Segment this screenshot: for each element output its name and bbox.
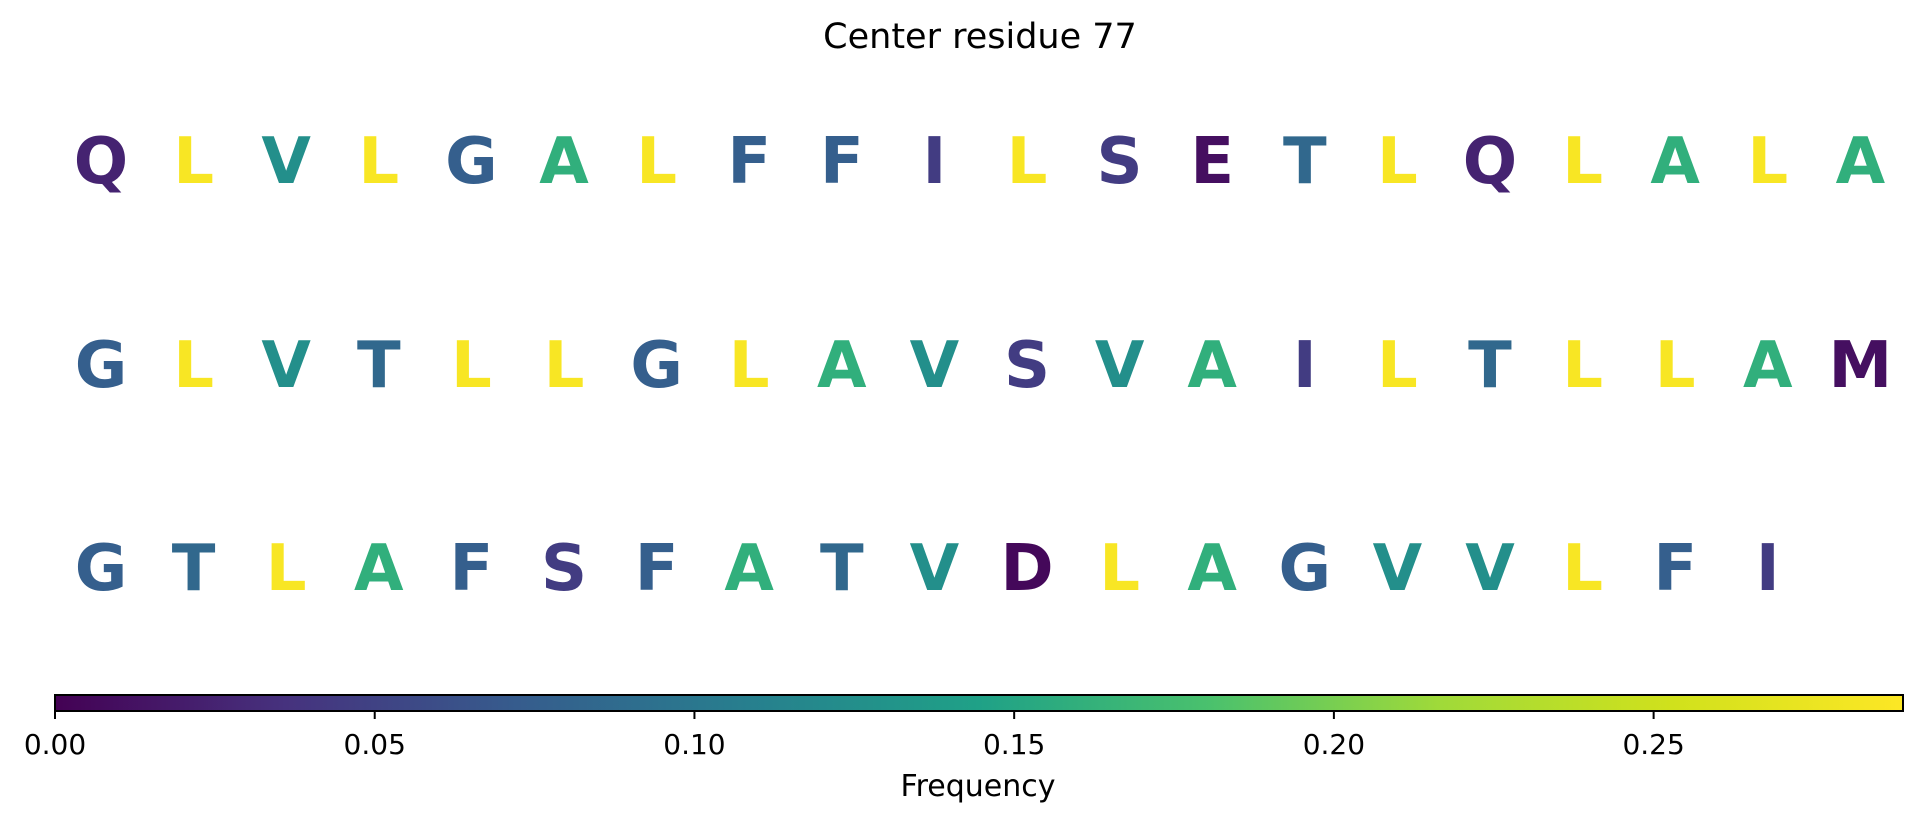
residue-letter: L — [1377, 329, 1418, 403]
residue-letter: T — [820, 532, 864, 606]
residue-letter: S — [1097, 125, 1143, 199]
residue-grid: Q L V L G A L F F I L S E T L Q L A L AG L V T L L G L A V S V A I L T L L A M… — [74, 125, 1892, 606]
residue-letter: L — [1562, 532, 1603, 606]
residue-letter: D — [1000, 532, 1053, 606]
residue-letter: L — [1562, 125, 1603, 199]
residue-letter: G — [445, 125, 498, 199]
residue-letter: A — [817, 329, 867, 403]
residue-letter: V — [1465, 532, 1515, 606]
residue-letter: A — [1836, 125, 1886, 199]
residue-letter: T — [1283, 125, 1327, 199]
residue-letter: A — [1187, 329, 1237, 403]
residue-letter: L — [1747, 125, 1788, 199]
residue-letter: L — [1099, 532, 1140, 606]
residue-letter: E — [1190, 125, 1234, 199]
residue-letter: Q — [1463, 125, 1517, 199]
colorbar-label: Frequency — [901, 769, 1056, 804]
residue-letter: L — [1562, 329, 1603, 403]
residue-letter: V — [910, 532, 960, 606]
residue-letter: V — [1373, 532, 1423, 606]
residue-letter: L — [451, 329, 492, 403]
residue-letter: L — [358, 125, 399, 199]
residue-letter: V — [261, 329, 311, 403]
residue-letter: L — [729, 329, 770, 403]
residue-letter: L — [544, 329, 585, 403]
residue-letter: F — [450, 532, 494, 606]
residue-letter: L — [636, 125, 677, 199]
residue-letter: L — [1377, 125, 1418, 199]
residue-letter: F — [635, 532, 679, 606]
residue-letter: A — [1743, 329, 1793, 403]
residue-letter: G — [630, 329, 683, 403]
colorbar-tick-label: 0.00 — [24, 728, 86, 761]
residue-letter: I — [922, 125, 946, 199]
colorbar-fill — [55, 695, 1903, 711]
residue-letter: F — [1653, 532, 1697, 606]
residue-letter: Q — [74, 125, 128, 199]
residue-letter: G — [1279, 532, 1332, 606]
residue-letter: L — [1007, 125, 1048, 199]
residue-letter: L — [266, 532, 307, 606]
residue-letter: L — [1655, 329, 1696, 403]
residue-letter: I — [1293, 329, 1317, 403]
residue-letter: F — [820, 125, 864, 199]
colorbar-ticks: 0.00 0.05 0.10 0.15 0.20 0.25 — [24, 711, 1685, 761]
colorbar-tick-label: 0.25 — [1622, 728, 1684, 761]
residue-letter: I — [1756, 532, 1780, 606]
residue-letter: A — [1650, 125, 1700, 199]
residue-letter: T — [172, 532, 216, 606]
residue-letter: G — [75, 329, 128, 403]
residue-letter: S — [1004, 329, 1050, 403]
residue-letter: L — [173, 125, 214, 199]
residue-letter: A — [539, 125, 589, 199]
residue-letter: T — [357, 329, 401, 403]
residue-letter: M — [1829, 329, 1893, 403]
residue-letter: F — [727, 125, 771, 199]
residue-letter: V — [910, 329, 960, 403]
residue-letter: A — [1187, 532, 1237, 606]
residue-letter: V — [261, 125, 311, 199]
colorbar-tick-label: 0.05 — [344, 728, 406, 761]
residue-letter: A — [354, 532, 404, 606]
residue-letter: G — [75, 532, 128, 606]
residue-letter: T — [1468, 329, 1512, 403]
residue-letter: L — [173, 329, 214, 403]
colorbar-tick-label: 0.15 — [983, 728, 1045, 761]
colorbar-tick-label: 0.10 — [663, 728, 725, 761]
colorbar: 0.00 0.05 0.10 0.15 0.20 0.25 Frequency — [24, 694, 1904, 804]
chart-title: Center residue 77 — [823, 17, 1137, 57]
colorbar-frame — [54, 694, 1904, 712]
residue-letter: A — [724, 532, 774, 606]
residue-letter: V — [1095, 329, 1145, 403]
residue-letter: S — [541, 532, 587, 606]
colorbar-tick-label: 0.20 — [1303, 728, 1365, 761]
